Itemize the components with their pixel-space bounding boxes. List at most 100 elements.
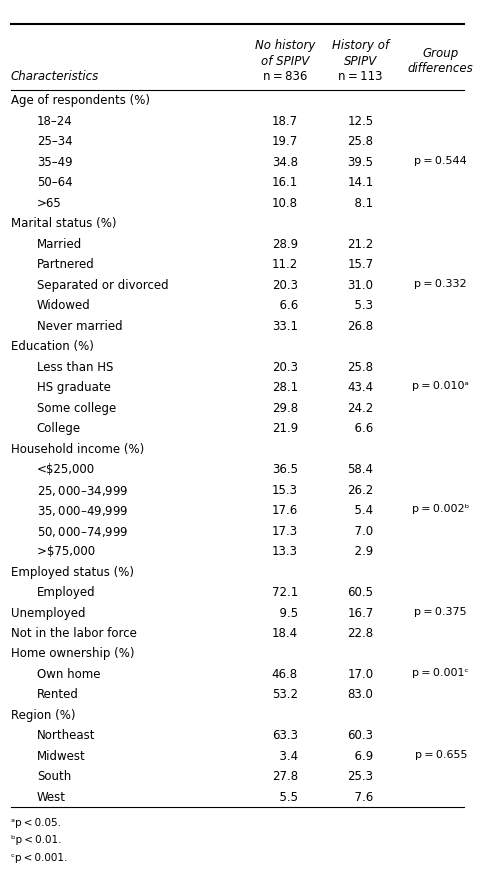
- Text: 5.4: 5.4: [348, 504, 374, 517]
- Text: Never married: Never married: [37, 320, 122, 333]
- Text: 36.5: 36.5: [272, 464, 298, 476]
- Text: 60.3: 60.3: [348, 729, 374, 742]
- Text: College: College: [37, 422, 81, 435]
- Text: Partnered: Partnered: [37, 258, 94, 271]
- Text: 21.2: 21.2: [348, 238, 374, 250]
- Text: 17.3: 17.3: [272, 525, 298, 537]
- Text: SPIPV: SPIPV: [344, 54, 377, 67]
- Text: 34.8: 34.8: [272, 155, 298, 169]
- Text: p = 0.332: p = 0.332: [415, 279, 467, 289]
- Text: 7.0: 7.0: [348, 525, 374, 537]
- Text: No history: No history: [254, 38, 315, 52]
- Text: 6.6: 6.6: [348, 422, 374, 435]
- Text: ᶜp < 0.001.: ᶜp < 0.001.: [11, 853, 67, 863]
- Text: n = 836: n = 836: [263, 70, 307, 83]
- Text: ᵇp < 0.01.: ᵇp < 0.01.: [11, 836, 61, 845]
- Text: Employed: Employed: [37, 586, 95, 599]
- Text: Not in the labor force: Not in the labor force: [11, 627, 137, 640]
- Text: 58.4: 58.4: [348, 464, 374, 476]
- Text: Education (%): Education (%): [11, 340, 94, 353]
- Text: 24.2: 24.2: [348, 401, 374, 415]
- Text: Employed status (%): Employed status (%): [11, 566, 134, 578]
- Text: 13.3: 13.3: [272, 545, 298, 558]
- Text: >65: >65: [37, 197, 62, 210]
- Text: 9.5: 9.5: [272, 607, 298, 620]
- Text: p = 0.655: p = 0.655: [415, 749, 467, 760]
- Text: 3.4: 3.4: [272, 749, 298, 763]
- Text: Home ownership (%): Home ownership (%): [11, 647, 134, 661]
- Text: 33.1: 33.1: [272, 320, 298, 333]
- Text: <$25,000: <$25,000: [37, 464, 95, 476]
- Text: 50–64: 50–64: [37, 177, 72, 189]
- Text: 72.1: 72.1: [272, 586, 298, 599]
- Text: 12.5: 12.5: [348, 115, 374, 128]
- Text: 25.8: 25.8: [348, 135, 374, 148]
- Text: History of: History of: [332, 38, 389, 52]
- Text: Less than HS: Less than HS: [37, 361, 113, 374]
- Text: 16.1: 16.1: [272, 177, 298, 189]
- Text: 18–24: 18–24: [37, 115, 73, 128]
- Text: Northeast: Northeast: [37, 729, 95, 742]
- Text: 21.9: 21.9: [272, 422, 298, 435]
- Text: Widowed: Widowed: [37, 299, 91, 313]
- Text: 6.6: 6.6: [272, 299, 298, 313]
- Text: Own home: Own home: [37, 668, 100, 681]
- Text: 46.8: 46.8: [272, 668, 298, 681]
- Text: 10.8: 10.8: [272, 197, 298, 210]
- Text: Group: Group: [423, 46, 459, 59]
- Text: 15.7: 15.7: [348, 258, 374, 271]
- Text: 16.7: 16.7: [348, 607, 374, 620]
- Text: n = 113: n = 113: [338, 70, 383, 83]
- Text: 14.1: 14.1: [348, 177, 374, 189]
- Text: p = 0.010ᵃ: p = 0.010ᵃ: [413, 381, 469, 391]
- Text: 17.0: 17.0: [348, 668, 374, 681]
- Text: Married: Married: [37, 238, 82, 250]
- Text: 53.2: 53.2: [272, 688, 298, 702]
- Text: 17.6: 17.6: [272, 504, 298, 517]
- Text: 15.3: 15.3: [272, 484, 298, 496]
- Text: 5.5: 5.5: [272, 791, 298, 804]
- Text: p = 0.001ᶜ: p = 0.001ᶜ: [413, 668, 469, 678]
- Text: 18.4: 18.4: [272, 627, 298, 640]
- Text: Household income (%): Household income (%): [11, 442, 144, 456]
- Text: 28.1: 28.1: [272, 381, 298, 394]
- Text: 28.9: 28.9: [272, 238, 298, 250]
- Text: of SPIPV: of SPIPV: [261, 54, 309, 67]
- Text: Some college: Some college: [37, 401, 116, 415]
- Text: 2.9: 2.9: [348, 545, 374, 558]
- Text: 22.8: 22.8: [348, 627, 374, 640]
- Text: 63.3: 63.3: [272, 729, 298, 742]
- Text: Characteristics: Characteristics: [11, 70, 99, 83]
- Text: p = 0.375: p = 0.375: [415, 607, 467, 616]
- Text: 26.8: 26.8: [348, 320, 374, 333]
- Text: 25–34: 25–34: [37, 135, 72, 148]
- Text: 29.8: 29.8: [272, 401, 298, 415]
- Text: $50,000–$74,999: $50,000–$74,999: [37, 525, 128, 538]
- Text: ᵃp < 0.05.: ᵃp < 0.05.: [11, 818, 61, 828]
- Text: 43.4: 43.4: [348, 381, 374, 394]
- Text: 83.0: 83.0: [348, 688, 374, 702]
- Text: $25,000–$34,999: $25,000–$34,999: [37, 484, 128, 497]
- Text: 35–49: 35–49: [37, 155, 72, 169]
- Text: 18.7: 18.7: [272, 115, 298, 128]
- Text: 27.8: 27.8: [272, 771, 298, 783]
- Text: 25.3: 25.3: [348, 771, 374, 783]
- Text: 60.5: 60.5: [348, 586, 374, 599]
- Text: 39.5: 39.5: [348, 155, 374, 169]
- Text: 11.2: 11.2: [272, 258, 298, 271]
- Text: 19.7: 19.7: [272, 135, 298, 148]
- Text: differences: differences: [408, 62, 474, 75]
- Text: 26.2: 26.2: [348, 484, 374, 496]
- Text: West: West: [37, 791, 66, 804]
- Text: >​$75,000: >​$75,000: [37, 545, 95, 558]
- Text: Age of respondents (%): Age of respondents (%): [11, 94, 150, 107]
- Text: $35,000–$49,999: $35,000–$49,999: [37, 504, 128, 518]
- Text: 31.0: 31.0: [348, 279, 374, 292]
- Text: HS graduate: HS graduate: [37, 381, 111, 394]
- Text: Midwest: Midwest: [37, 749, 86, 763]
- Text: Separated or divorced: Separated or divorced: [37, 279, 168, 292]
- Text: 6.9: 6.9: [348, 749, 374, 763]
- Text: Unemployed: Unemployed: [11, 607, 85, 620]
- Text: South: South: [37, 771, 71, 783]
- Text: 7.6: 7.6: [348, 791, 374, 804]
